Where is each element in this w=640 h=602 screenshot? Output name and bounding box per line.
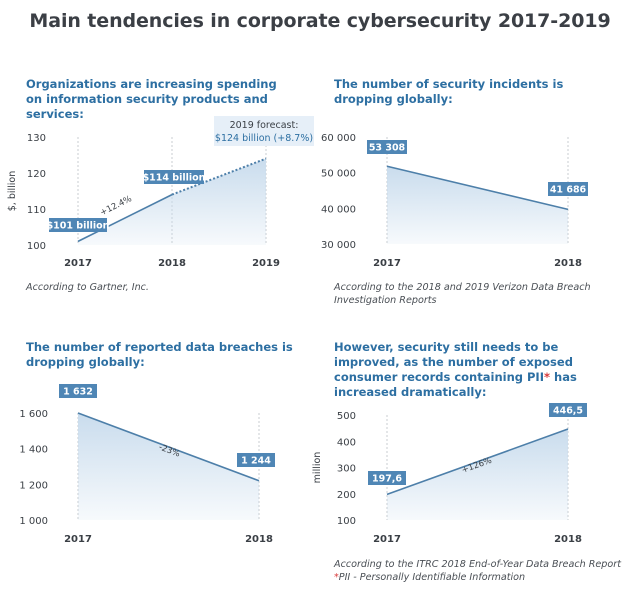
value-label-2017: 53 308: [369, 143, 406, 154]
x-tick-label: 2018: [554, 258, 582, 269]
value-label-2018-box: [144, 170, 204, 184]
forecast-caption: 2019 forecast:: [230, 120, 299, 131]
series-line: [77, 193, 173, 243]
y-tick-label: 100: [27, 241, 46, 252]
series-line: [386, 428, 569, 496]
y-tick-label: 50 000: [321, 169, 356, 180]
value-label-2017-box: [49, 218, 107, 232]
x-tick-label: 2017: [373, 258, 401, 269]
value-label-2017-box: [367, 140, 407, 154]
y-tick-label: 1 000: [19, 516, 48, 527]
x-tick-label: 2017: [64, 534, 92, 545]
y-tick-label: 400: [337, 437, 356, 448]
pii-footnote: *PII - Personally Identifiable Informati…: [334, 572, 526, 583]
y-tick-label: 1 200: [19, 480, 48, 491]
source-spending: According to Gartner, Inc.: [26, 282, 149, 293]
value-label-2018: 1 244: [241, 456, 271, 467]
series-line: [77, 412, 260, 482]
forecast-callout-box: [214, 116, 314, 146]
y-tick-label: 60 000: [321, 133, 356, 144]
y-tick-label: 120: [27, 169, 46, 180]
asterisk: *: [334, 572, 339, 583]
forecast-line: [171, 157, 267, 196]
source-records-text: According to the ITRC 2018 End-of-Year D…: [334, 559, 621, 570]
y-tick-label: 200: [337, 490, 356, 501]
value-label-2018: 41 686: [550, 185, 587, 196]
source-records: According to the ITRC 2018 End-of-Year D…: [334, 558, 634, 584]
area-fill: [78, 413, 259, 520]
panel-title-incidents: The number of security incidents is drop…: [334, 77, 564, 106]
value-label-2018-box: [237, 453, 275, 467]
x-tick-label: 2018: [158, 258, 186, 269]
x-tick-label: 2019: [252, 258, 280, 269]
y-tick-label: 300: [337, 464, 356, 475]
area-fill: [387, 429, 568, 520]
series-line: [386, 165, 569, 211]
x-tick-label: 2017: [64, 258, 92, 269]
value-label-2017-box: [59, 384, 97, 398]
value-label-2018-box: [548, 182, 588, 196]
x-tick-label: 2018: [554, 534, 582, 545]
value-label-2018: $114 billion: [143, 173, 206, 184]
value-label-2019: $124 billion (+8.7%): [215, 133, 313, 144]
y-axis-title: $, billion: [7, 171, 18, 212]
panel-title-breaches: The number of reported data breaches is …: [26, 340, 293, 369]
value-label-2017: 197,6: [372, 474, 402, 485]
y-tick-label: 1 400: [19, 445, 48, 456]
value-label-2018: 446,5: [553, 406, 583, 417]
y-tick-label: 30 000: [321, 240, 356, 251]
panel-title-spending: Organizations are increasing spending on…: [26, 77, 277, 121]
y-tick-label: 130: [27, 133, 46, 144]
y-tick-label: 40 000: [321, 204, 356, 215]
y-axis-title: million: [312, 452, 323, 484]
asterisk: *: [543, 370, 550, 384]
y-tick-label: 500: [337, 411, 356, 422]
value-label-2018-box: [549, 403, 587, 417]
value-label-2017: $101 billion: [47, 221, 110, 232]
source-incidents: According to the 2018 and 2019 Verizon D…: [334, 282, 591, 306]
area-fill: [78, 158, 266, 245]
area-fill: [387, 166, 568, 244]
x-tick-label: 2017: [373, 534, 401, 545]
y-tick-label: 110: [27, 205, 46, 216]
x-tick-label: 2018: [245, 534, 273, 545]
panel-title-records-text: However, security still needs to be impr…: [334, 340, 577, 399]
panel-title-records: However, security still needs to be impr…: [334, 340, 604, 400]
value-label-2017-box: [368, 471, 406, 485]
value-label-2017: 1 632: [63, 387, 93, 398]
page-title: Main tendencies in corporate cybersecuri…: [29, 10, 611, 32]
y-tick-label: 100: [337, 516, 356, 527]
y-tick-label: 1 600: [19, 409, 48, 420]
